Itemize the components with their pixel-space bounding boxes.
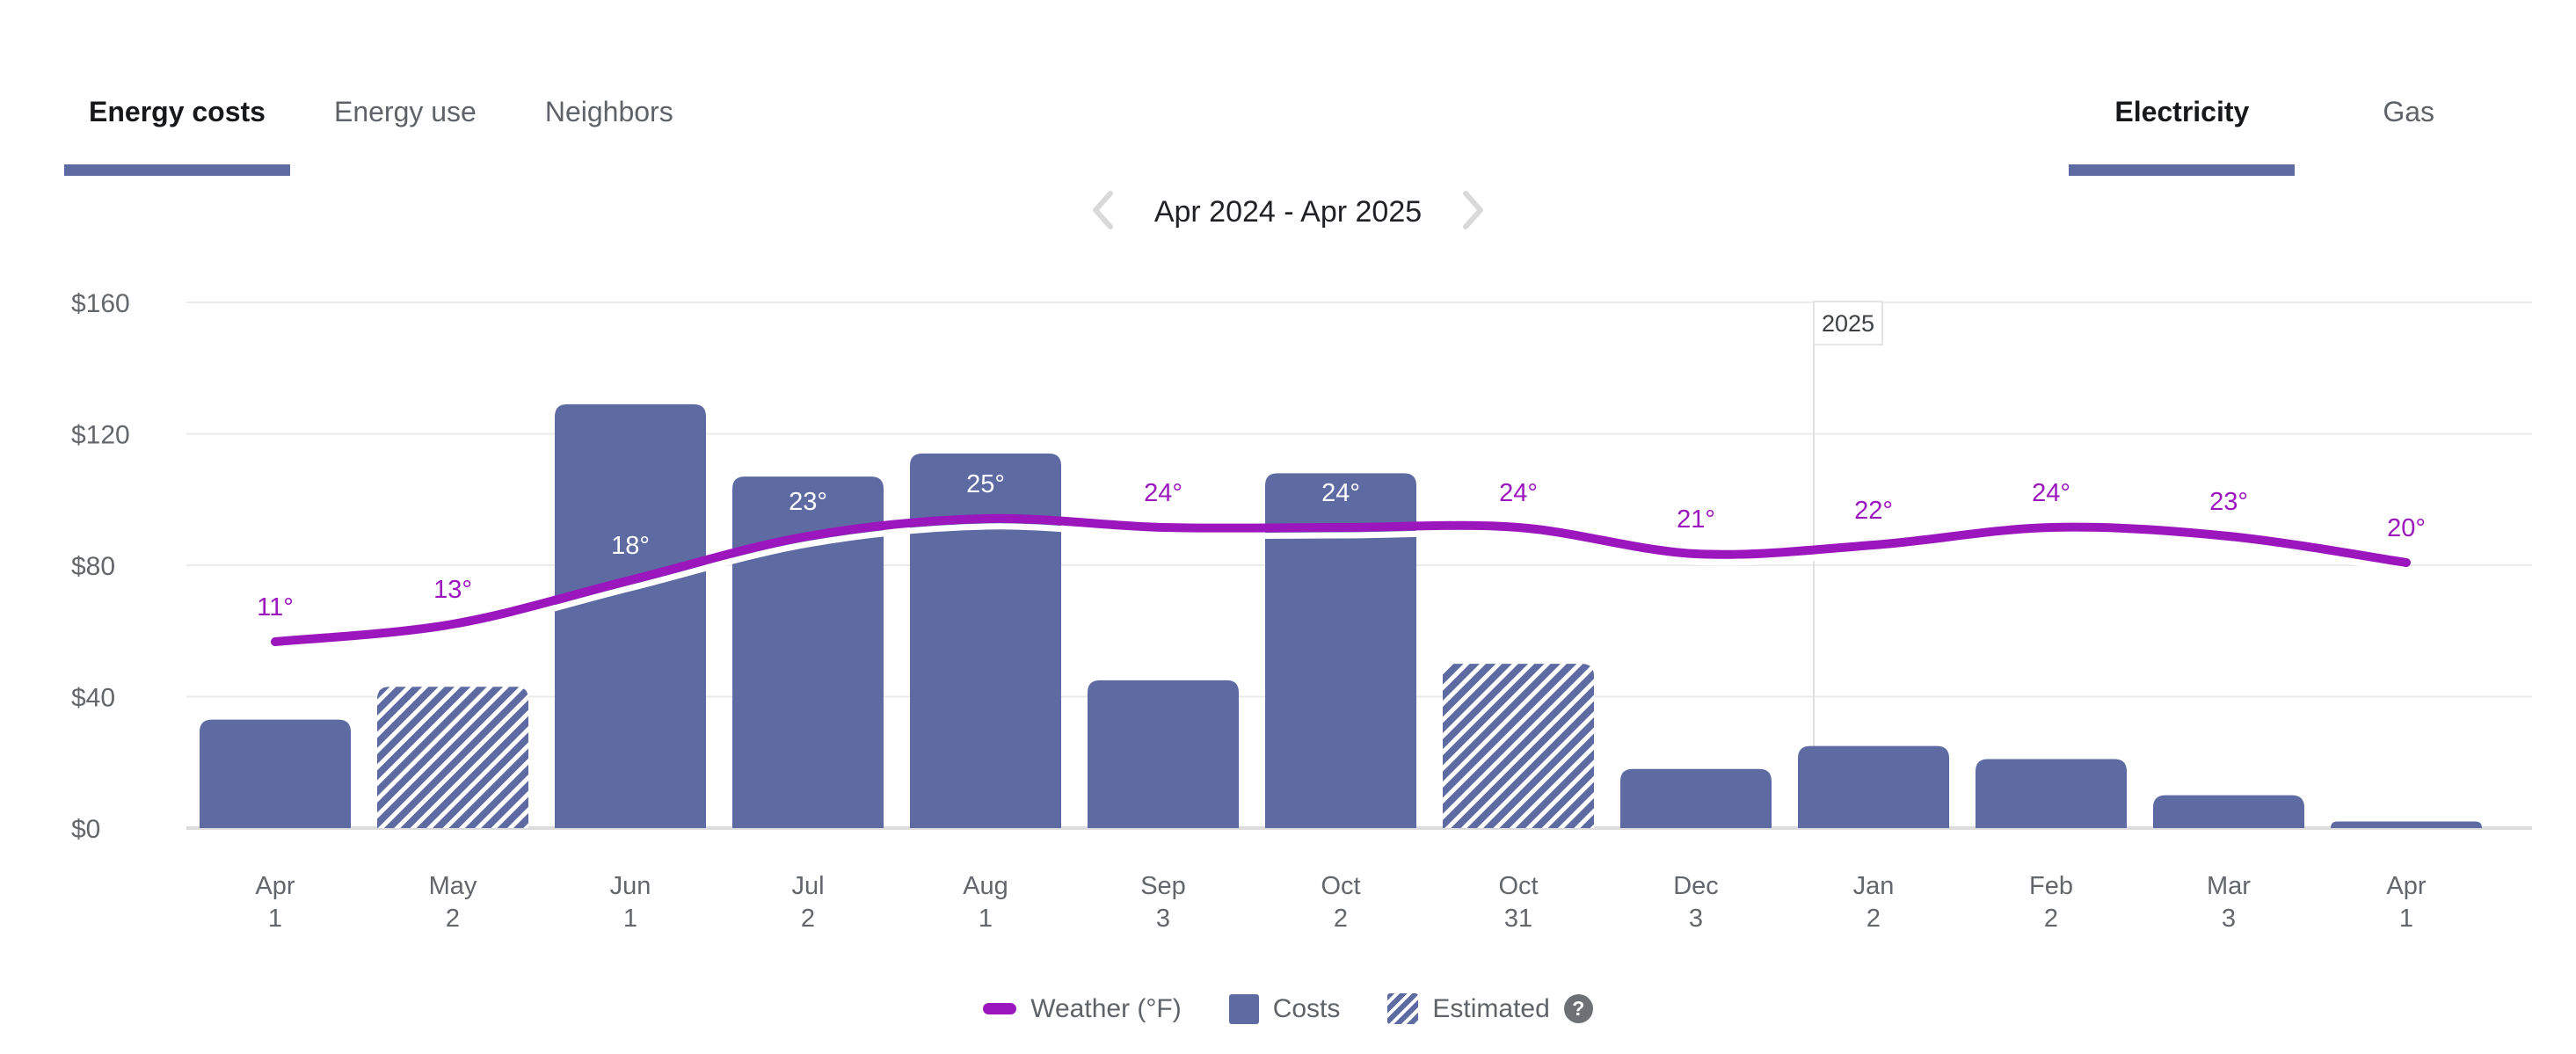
y-axis-label: $80 bbox=[71, 552, 115, 581]
top-bar: Energy costs Energy use Neighbors Electric… bbox=[64, 94, 2480, 176]
x-label-month: Sep bbox=[1140, 872, 1186, 900]
fuel-tabs: Electricity Gas bbox=[2069, 94, 2480, 176]
cost-bar-sep-3[interactable] bbox=[1088, 680, 1239, 828]
cost-bar-jul-2[interactable] bbox=[732, 476, 884, 828]
tab-gas[interactable]: Gas bbox=[2383, 96, 2434, 127]
temp-label-jun-1: 18° bbox=[611, 532, 650, 560]
x-label-month: Dec bbox=[1673, 872, 1719, 900]
x-label-month: May bbox=[429, 872, 477, 900]
legend-label: Weather (°F) bbox=[1030, 993, 1182, 1023]
tab-neighbors[interactable]: Neighbors bbox=[544, 96, 673, 127]
help-icon[interactable]: ? bbox=[1563, 994, 1593, 1023]
temp-label-feb-2: 24° bbox=[2032, 479, 2070, 507]
cost-bars bbox=[200, 403, 2482, 828]
x-label-month: Jul bbox=[791, 872, 824, 900]
y-axis-label: $160 bbox=[71, 289, 130, 318]
cost-bar-dec-3[interactable] bbox=[1620, 768, 1772, 828]
tab-energy-use[interactable]: Energy use bbox=[333, 96, 477, 127]
cost-bar-apr-1[interactable] bbox=[200, 719, 351, 828]
temp-label-jan-2: 22° bbox=[1854, 497, 1893, 525]
prev-period-button[interactable] bbox=[1091, 190, 1114, 233]
x-label-month: Aug bbox=[963, 872, 1008, 900]
chevron-left-icon bbox=[1091, 190, 1114, 233]
x-label-day: 3 bbox=[1156, 905, 1170, 933]
temp-label-apr-1: 11° bbox=[257, 593, 294, 621]
estimated-bar-oct-31[interactable] bbox=[1443, 664, 1594, 828]
x-label-day: 1 bbox=[268, 905, 282, 933]
cost-bar-mar-3[interactable] bbox=[2153, 795, 2304, 828]
cost-bar-feb-2[interactable] bbox=[1976, 759, 2127, 828]
legend-label: Costs bbox=[1272, 993, 1341, 1023]
x-label-month: Apr bbox=[255, 872, 295, 900]
legend-item-estimated: Estimated? bbox=[1387, 993, 1593, 1024]
year-box bbox=[1813, 301, 1883, 345]
x-label-day: 2 bbox=[446, 905, 460, 933]
date-range-label: Apr 2024 - Apr 2025 bbox=[1153, 194, 1423, 229]
x-label-day: 1 bbox=[979, 905, 993, 933]
x-label-month: Jan bbox=[1853, 872, 1895, 900]
temp-label-mar-3: 23° bbox=[2209, 488, 2248, 516]
hatch-swatch-icon bbox=[1387, 993, 1419, 1024]
date-range-nav: Apr 2024 - Apr 2025 bbox=[0, 190, 2576, 233]
chart-legend: Weather (°F) Costs Estimated? bbox=[0, 993, 2576, 1024]
estimated-bar-may-2[interactable] bbox=[377, 687, 528, 828]
x-label-day: 2 bbox=[801, 905, 815, 933]
temp-label-may-2: 13° bbox=[433, 576, 472, 604]
x-label-month: Mar bbox=[2207, 872, 2251, 900]
temp-label-oct-31: 24° bbox=[1499, 479, 1538, 507]
legend-label: Estimated bbox=[1432, 993, 1550, 1023]
tab-energy-costs[interactable]: Energy costs bbox=[64, 94, 290, 176]
line-swatch-icon bbox=[983, 1003, 1017, 1014]
x-label-day: 2 bbox=[2044, 905, 2058, 933]
x-label-day: 2 bbox=[1334, 905, 1348, 933]
temp-label-apr-1: 20° bbox=[2387, 514, 2426, 542]
y-axis-label: $120 bbox=[71, 421, 130, 450]
x-label-month: Jun bbox=[610, 872, 651, 900]
cost-bar-aug-1[interactable] bbox=[910, 453, 1061, 828]
x-label-month: Oct bbox=[1321, 872, 1360, 900]
next-period-button[interactable] bbox=[1462, 190, 1485, 233]
tab-electricity[interactable]: Electricity bbox=[2069, 94, 2296, 176]
x-label-day: 1 bbox=[623, 905, 637, 933]
temp-label-aug-1: 25° bbox=[966, 470, 1005, 498]
x-label-month: Feb bbox=[2029, 872, 2073, 900]
x-label-day: 3 bbox=[2222, 905, 2236, 933]
y-axis-label: $0 bbox=[71, 815, 100, 844]
year-marker: 2025 bbox=[1813, 301, 1883, 828]
cost-bar-oct-2[interactable] bbox=[1265, 473, 1416, 828]
temp-label-oct-2: 24° bbox=[1321, 479, 1360, 507]
temp-label-jul-2: 23° bbox=[789, 488, 827, 516]
temp-label-sep-3: 24° bbox=[1144, 479, 1182, 507]
legend-item-weather-f: Weather (°F) bbox=[983, 993, 1182, 1024]
x-label-day: 1 bbox=[2399, 905, 2413, 933]
cost-bar-apr-1[interactable] bbox=[2331, 821, 2482, 828]
bar-swatch-icon bbox=[1228, 993, 1259, 1024]
weather-line-path bbox=[271, 513, 2411, 646]
x-label-month: Apr bbox=[2386, 872, 2426, 900]
legend-item-costs: Costs bbox=[1228, 993, 1341, 1024]
view-tabs: Energy costs Energy use Neighbors bbox=[64, 94, 698, 176]
x-label-month: Oct bbox=[1498, 872, 1538, 900]
chevron-right-icon bbox=[1462, 190, 1485, 233]
cost-bar-jan-2[interactable] bbox=[1798, 745, 1949, 828]
x-label-day: 2 bbox=[1867, 905, 1881, 933]
weather-line-halo bbox=[272, 523, 2410, 653]
x-axis-labels: Apr1May2Jun1Jul2Aug1Sep3Oct2Oct31Dec3Jan… bbox=[255, 872, 2426, 933]
temperature-labels: 11° 13° 18° 23° 25° 24° 24° 24° 21° 22° 24° 23° 20° bbox=[257, 470, 2426, 621]
x-label-day: 3 bbox=[1689, 905, 1703, 933]
y-axis-label: $40 bbox=[71, 684, 115, 713]
temp-label-dec-3: 21° bbox=[1677, 505, 1715, 534]
cost-bar-jun-1[interactable] bbox=[555, 403, 706, 828]
weather-line bbox=[271, 513, 2411, 653]
x-label-day: 31 bbox=[1504, 905, 1532, 933]
year-label: 2025 bbox=[1822, 310, 1874, 337]
